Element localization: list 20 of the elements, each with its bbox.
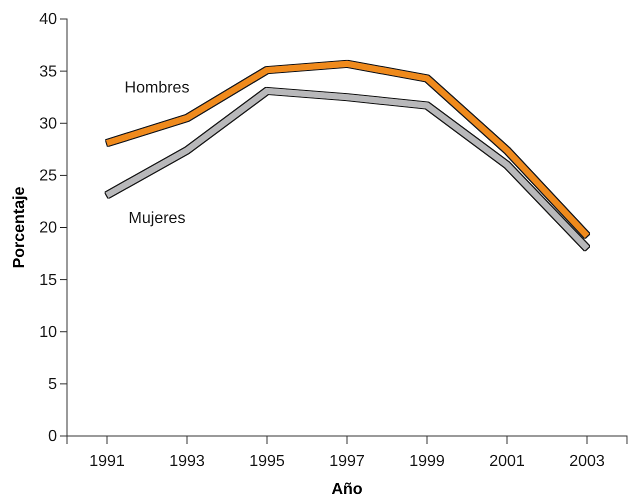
x-tick-label: 2003 (569, 453, 605, 470)
y-tick-label: 30 (39, 115, 58, 132)
x-axis-title: Año (331, 481, 363, 498)
y-tick-label: 0 (48, 428, 58, 446)
series-label: Hombres (124, 80, 190, 97)
series-label: Mujeres (128, 210, 186, 227)
x-tick-label: 1993 (169, 453, 205, 470)
x-tick-label: 2001 (489, 453, 525, 470)
y-tick-label: 5 (48, 376, 58, 393)
y-tick-label: 25 (39, 167, 58, 184)
x-tick-label: 1991 (89, 453, 125, 470)
y-tick-label: 40 (39, 11, 58, 28)
y-axis-title: Porcentaje (11, 186, 28, 268)
y-tick-label: 10 (39, 324, 58, 341)
y-tick-label: 15 (39, 272, 58, 289)
y-tick-label: 20 (39, 220, 58, 237)
x-tick-label: 1997 (329, 453, 365, 470)
x-tick-label: 1999 (409, 453, 445, 470)
y-tick-label: 35 (39, 63, 58, 80)
x-tick-label: 1995 (249, 453, 285, 470)
